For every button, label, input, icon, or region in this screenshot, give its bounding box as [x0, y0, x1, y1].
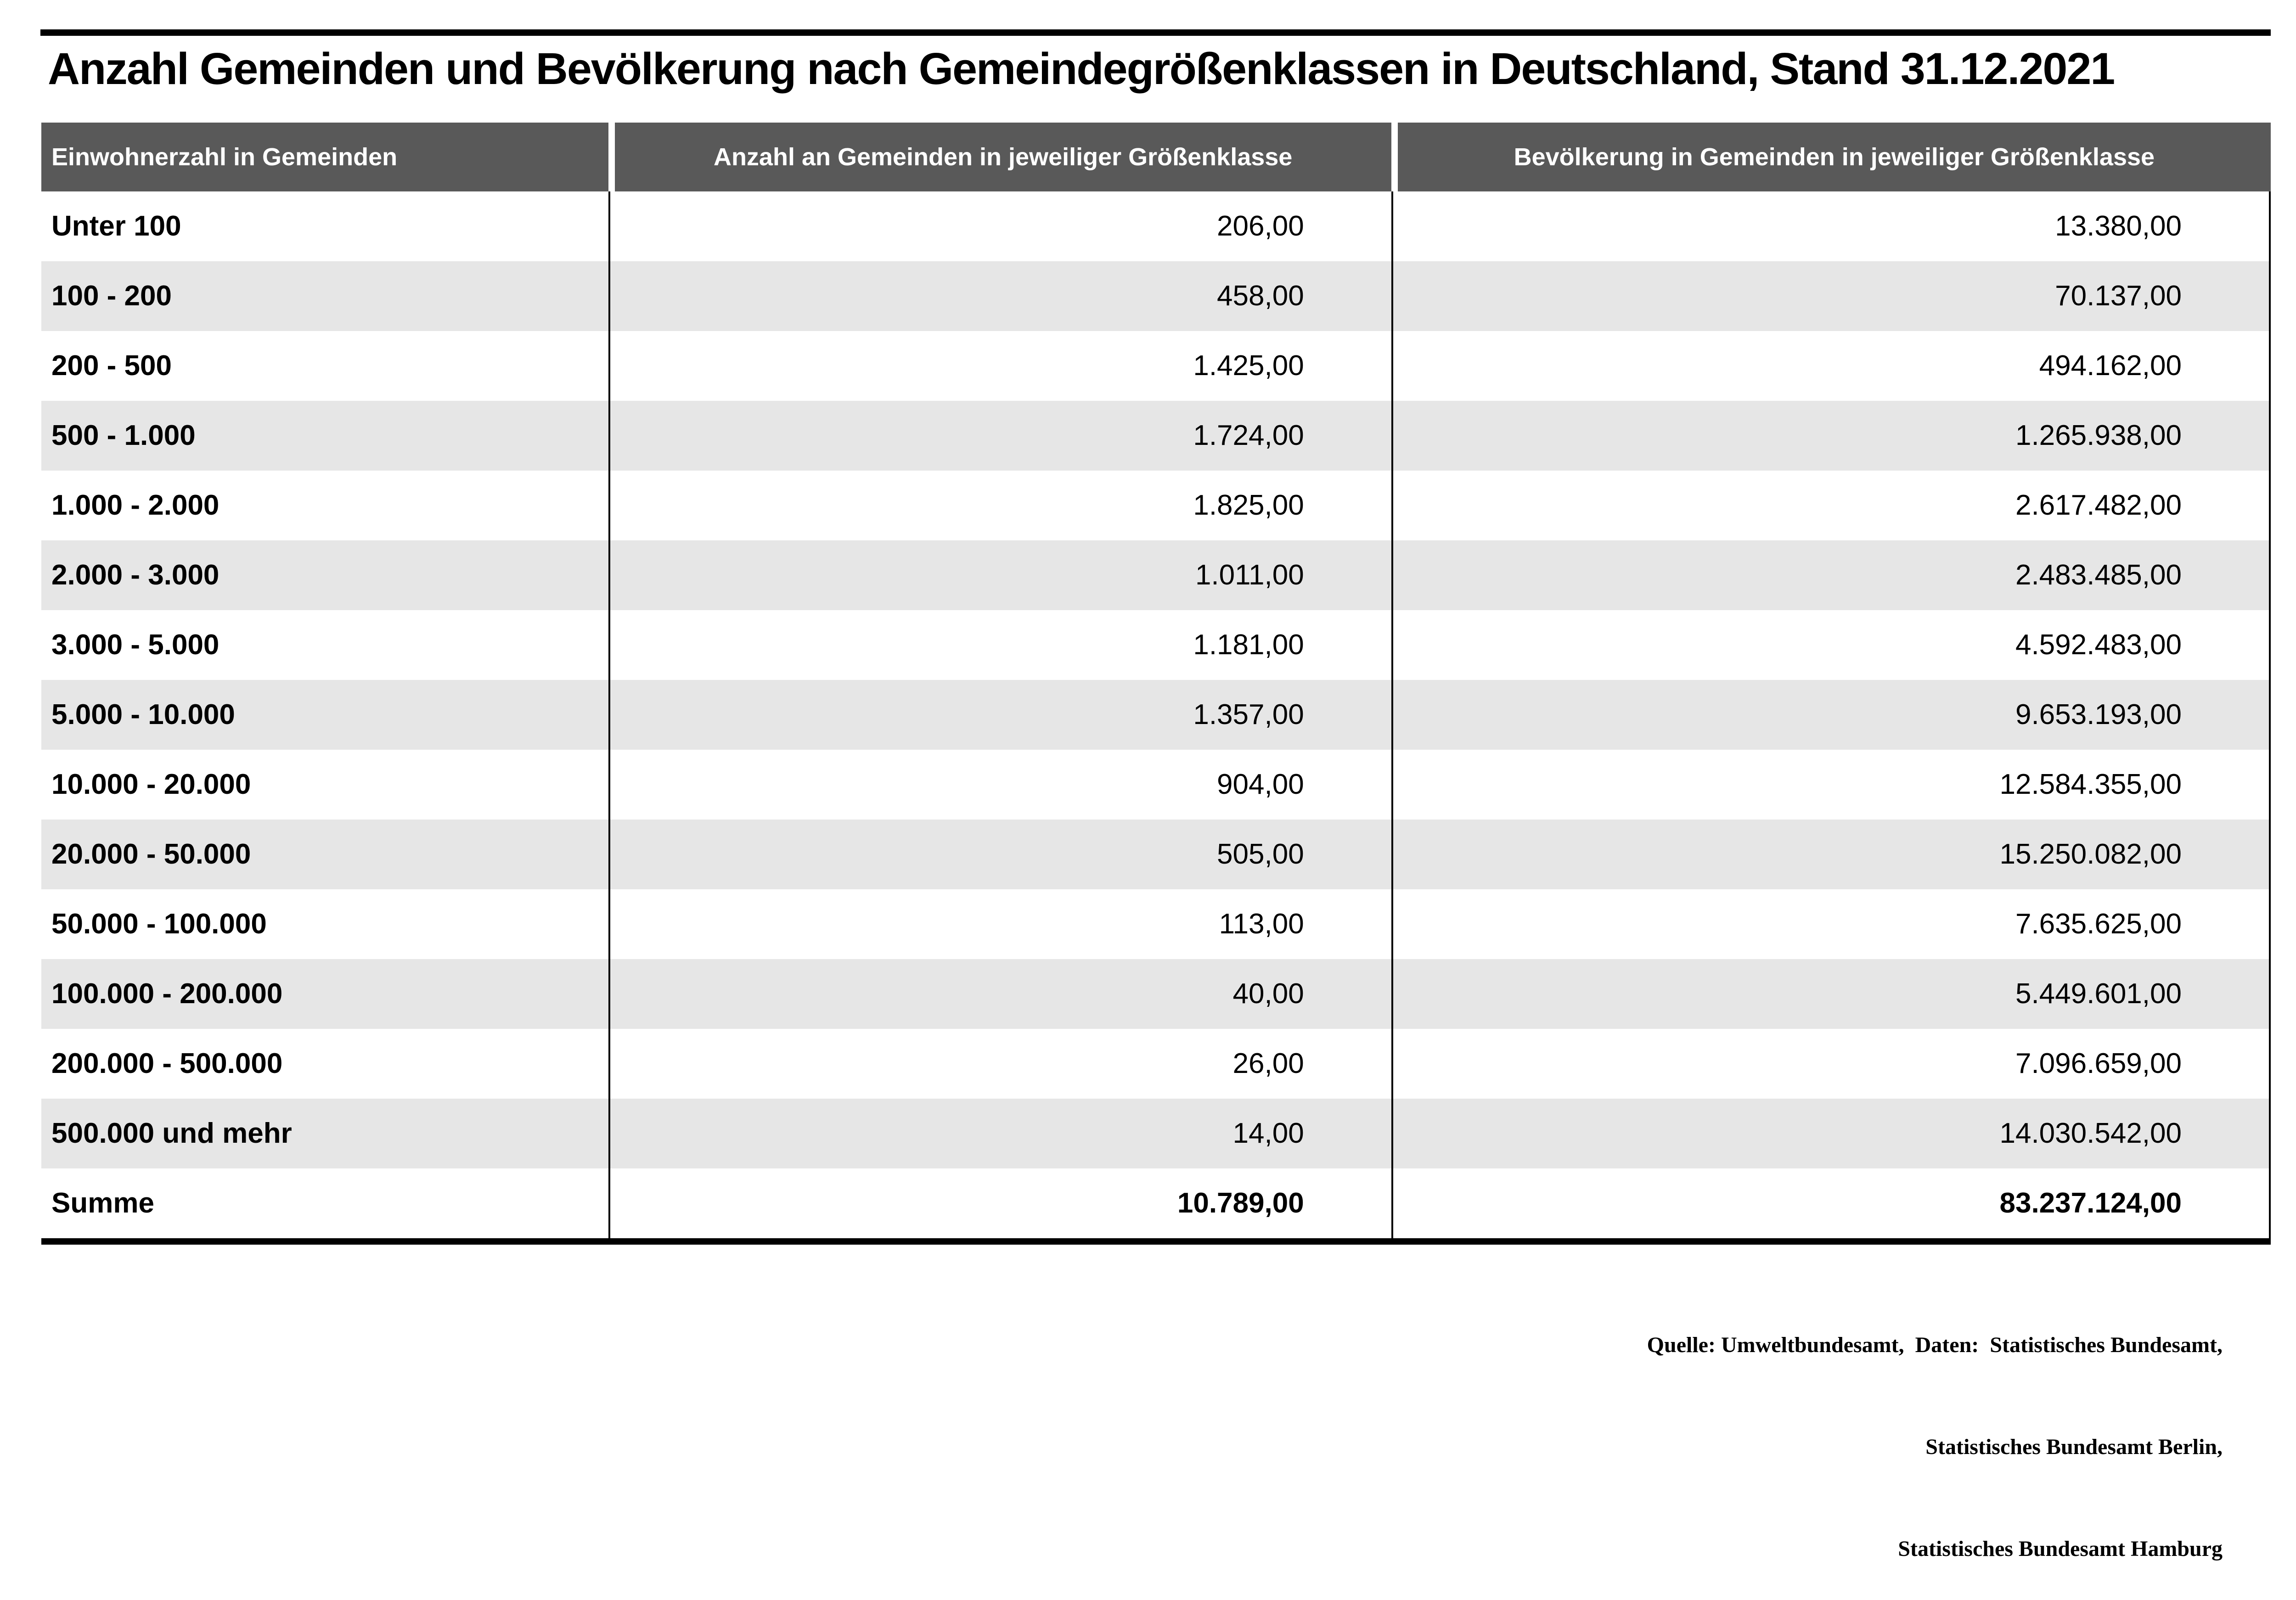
total-population-value: 83.237.124,00: [1391, 1168, 2271, 1238]
row-gemeinden-count: 1.357,00: [608, 680, 1391, 750]
column-header-bevoelkerung: Bevölkerung in Gemeinden in jeweiliger G…: [1391, 123, 2271, 191]
row-gemeinden-count: 1.425,00: [608, 331, 1391, 401]
row-size-class-label: 3.000 - 5.000: [51, 629, 219, 661]
source-note: Quelle: Umweltbundesamt, Daten: Statisti…: [41, 1260, 2223, 1600]
row-gemeinden-count: 113,00: [608, 889, 1391, 959]
page: { "page": { "title": "Anzahl Gemeinden u…: [40, 29, 2271, 1561]
row-population-value: 2.483.485,00: [1391, 540, 2271, 610]
table-row: Unter 100 206,00 13.380,00: [41, 191, 2271, 261]
table-row: 200 - 500 1.425,00 494.162,00: [41, 331, 2271, 401]
table-row: 200.000 - 500.000 26,00 7.096.659,00: [41, 1029, 2271, 1099]
total-gemeinden-count: 10.789,00: [608, 1168, 1391, 1238]
table-row: 5.000 - 10.000 1.357,00 9.653.193,00: [41, 680, 2271, 750]
row-size-class-label: 100.000 - 200.000: [51, 978, 283, 1010]
source-line-3: Statistisches Bundesamt Hamburg: [1898, 1537, 2223, 1561]
source-line-2: Statistisches Bundesamt Berlin,: [1925, 1435, 2223, 1459]
table-header-row: Einwohnerzahl in Gemeinden Anzahl an Gem…: [41, 123, 2271, 191]
row-size-class-label: 5.000 - 10.000: [51, 699, 235, 730]
table-row: 2.000 - 3.000 1.011,00 2.483.485,00: [41, 540, 2271, 610]
column-header-anzahl-gemeinden: Anzahl an Gemeinden in jeweiliger Größen…: [608, 123, 1391, 191]
row-size-class-label: 500.000 und mehr: [51, 1117, 292, 1149]
row-size-class-label: Unter 100: [51, 210, 181, 242]
row-size-class-label: 100 - 200: [51, 280, 172, 312]
row-size-class-label: 10.000 - 20.000: [51, 769, 251, 800]
table-row: 100.000 - 200.000 40,00 5.449.601,00: [41, 959, 2271, 1029]
row-population-value: 70.137,00: [1391, 261, 2271, 331]
row-gemeinden-count: 1.825,00: [608, 471, 1391, 540]
top-rule: [40, 29, 2271, 36]
row-population-value: 15.250.082,00: [1391, 820, 2271, 889]
table-row: 20.000 - 50.000 505,00 15.250.082,00: [41, 820, 2271, 889]
row-size-class-label: 200.000 - 500.000: [51, 1048, 283, 1079]
row-gemeinden-count: 26,00: [608, 1029, 1391, 1099]
row-population-value: 7.635.625,00: [1391, 889, 2271, 959]
row-population-value: 5.449.601,00: [1391, 959, 2271, 1029]
row-size-class-label: 500 - 1.000: [51, 420, 196, 451]
data-table: Einwohnerzahl in Gemeinden Anzahl an Gem…: [41, 123, 2271, 1245]
row-population-value: 14.030.542,00: [1391, 1099, 2271, 1168]
row-gemeinden-count: 206,00: [608, 191, 1391, 261]
total-row-label: Summe: [51, 1187, 154, 1219]
row-size-class-label: 20.000 - 50.000: [51, 838, 251, 870]
table-row: 50.000 - 100.000 113,00 7.635.625,00: [41, 889, 2271, 959]
table-row: 100 - 200 458,00 70.137,00: [41, 261, 2271, 331]
row-population-value: 13.380,00: [1391, 191, 2271, 261]
row-gemeinden-count: 458,00: [608, 261, 1391, 331]
row-gemeinden-count: 40,00: [608, 959, 1391, 1029]
table-total-row: Summe 10.789,00 83.237.124,00: [41, 1168, 2271, 1238]
column-header-einwohnerzahl: Einwohnerzahl in Gemeinden: [41, 123, 608, 191]
row-population-value: 1.265.938,00: [1391, 401, 2271, 471]
row-size-class-label: 2.000 - 3.000: [51, 559, 219, 591]
table-row: 10.000 - 20.000 904,00 12.584.355,00: [41, 750, 2271, 820]
table-body: Unter 100 206,00 13.380,00 100 - 200 458,00 7…: [41, 191, 2271, 1168]
row-population-value: 9.653.193,00: [1391, 680, 2271, 750]
table-row: 500.000 und mehr 14,00 14.030.542,00: [41, 1099, 2271, 1168]
page-title: Anzahl Gemeinden und Bevölkerung nach Ge…: [48, 44, 2115, 94]
row-population-value: 4.592.483,00: [1391, 610, 2271, 680]
table-row: 3.000 - 5.000 1.181,00 4.592.483,00: [41, 610, 2271, 680]
row-population-value: 12.584.355,00: [1391, 750, 2271, 820]
row-gemeinden-count: 505,00: [608, 820, 1391, 889]
row-size-class-label: 1.000 - 2.000: [51, 489, 219, 521]
table-row: 1.000 - 2.000 1.825,00 2.617.482,00: [41, 471, 2271, 540]
row-gemeinden-count: 1.724,00: [608, 401, 1391, 471]
row-gemeinden-count: 14,00: [608, 1099, 1391, 1168]
row-population-value: 494.162,00: [1391, 331, 2271, 401]
source-line-1: Quelle: Umweltbundesamt, Daten: Statisti…: [1647, 1333, 2223, 1357]
row-population-value: 2.617.482,00: [1391, 471, 2271, 540]
bottom-rule: [41, 1238, 2271, 1245]
row-size-class-label: 50.000 - 100.000: [51, 908, 267, 940]
row-population-value: 7.096.659,00: [1391, 1029, 2271, 1099]
table-row: 500 - 1.000 1.724,00 1.265.938,00: [41, 401, 2271, 471]
row-size-class-label: 200 - 500: [51, 350, 172, 382]
row-gemeinden-count: 1.181,00: [608, 610, 1391, 680]
row-gemeinden-count: 904,00: [608, 750, 1391, 820]
row-gemeinden-count: 1.011,00: [608, 540, 1391, 610]
